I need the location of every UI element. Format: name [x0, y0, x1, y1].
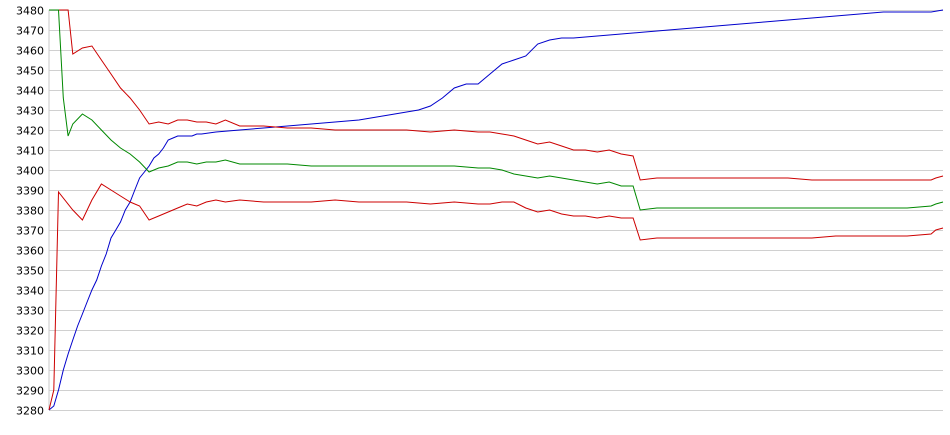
y-tick-label: 3480: [16, 5, 44, 18]
y-tick-label: 3330: [16, 305, 44, 318]
y-tick-label: 3390: [16, 185, 44, 198]
y-tick-label: 3310: [16, 345, 44, 358]
y-axis: 3280 3290 3300 3310 3320 3330 3340 3350 3360 3370…: [16, 5, 50, 418]
y-tick-label: 3290: [16, 385, 44, 398]
y-tick-label: 3470: [16, 25, 44, 38]
y-tick-label: 3440: [16, 85, 44, 98]
series-line-1: [48, 9, 944, 411]
series-lines: [48, 9, 944, 411]
y-tick-label: 3280: [16, 405, 44, 418]
y-tick-label: 3350: [16, 265, 44, 278]
y-tick-label: 3380: [16, 205, 44, 218]
y-tick-label: 3420: [16, 125, 44, 138]
y-tick-label: 3370: [16, 225, 44, 238]
y-tick-label: 3430: [16, 105, 44, 118]
series-line-4: [49, 9, 944, 211]
gridlines: [49, 10, 943, 411]
y-tick-label: 3450: [16, 65, 44, 78]
y-tick-label: 3410: [16, 145, 44, 158]
y-tick-label: 3300: [16, 365, 44, 378]
y-tick-label: 3460: [16, 45, 44, 58]
y-tick-label: 3320: [16, 325, 44, 338]
y-tick-label: 3360: [16, 245, 44, 258]
y-tick-label: 3400: [16, 165, 44, 178]
series-line-2: [48, 183, 944, 411]
series-line-3: [49, 9, 944, 181]
y-tick-label: 3340: [16, 285, 44, 298]
